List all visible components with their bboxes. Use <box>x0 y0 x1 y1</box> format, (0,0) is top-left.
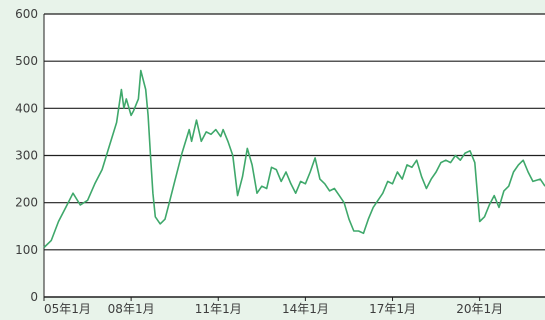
y-tick-label: 600 <box>15 7 38 21</box>
y-tick-label: 300 <box>15 149 38 163</box>
y-axis-tick-labels: 0 100 200 300 400 500 600 <box>15 7 38 304</box>
y-tick-label: 200 <box>15 196 38 210</box>
x-tick-label: 08年1月 <box>108 302 155 316</box>
y-tick-label: 500 <box>15 54 38 68</box>
x-tick-label: 05年1月 <box>44 302 91 316</box>
x-tick-label: 17年1月 <box>369 302 416 316</box>
y-tick-label: 100 <box>15 243 38 257</box>
series-line-0 <box>43 69 545 249</box>
y-tick-label: 0 <box>30 290 38 304</box>
y-tick-label: 400 <box>15 101 38 115</box>
gridlines <box>43 13 545 298</box>
x-axis-tick-labels: 05年1月 08年1月 11年1月 14年1月 17年1月 20年1月 <box>43 297 503 316</box>
x-tick-label: 20年1月 <box>456 302 503 316</box>
x-tick-label: 14年1月 <box>282 302 329 316</box>
x-tick-label: 11年1月 <box>195 302 242 316</box>
series-layer <box>43 69 545 249</box>
